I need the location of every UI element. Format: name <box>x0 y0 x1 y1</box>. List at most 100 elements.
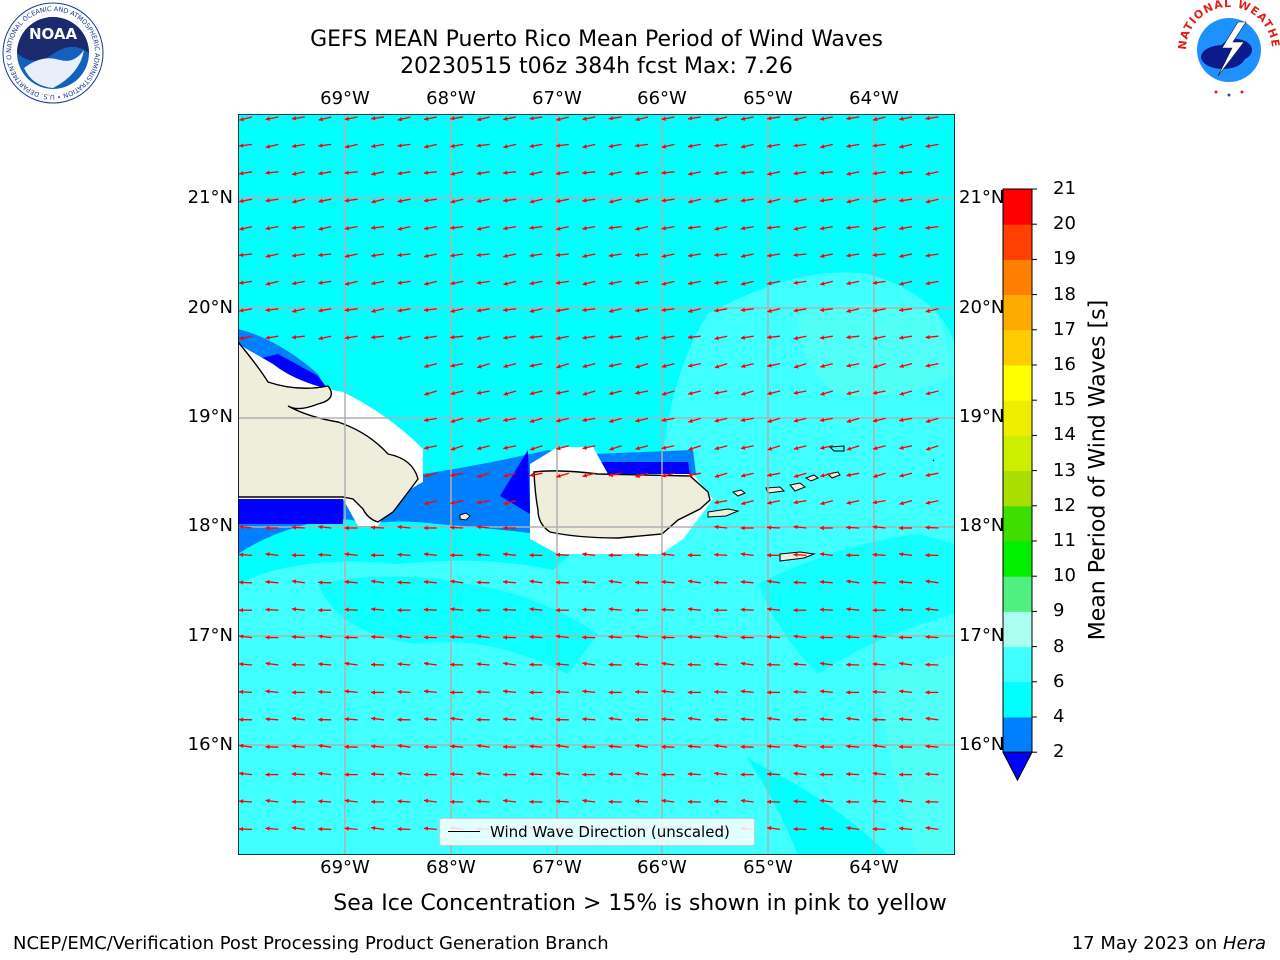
lon-label-65w-bottom: 65°W <box>743 857 793 878</box>
wave-direction-arrowhead <box>450 634 455 640</box>
wave-direction-arrowhead <box>371 579 376 584</box>
wave-direction-arrowhead <box>873 364 878 369</box>
wave-direction-arrowhead <box>423 661 429 666</box>
wave-direction-arrowhead <box>397 717 402 722</box>
wave-direction-arrowhead <box>608 280 614 286</box>
lat-label-19n-right: 19°N <box>959 406 1005 427</box>
wave-direction-arrowhead <box>872 308 878 313</box>
wave-direction-arrowhead <box>318 252 323 258</box>
wave-direction-arrowhead <box>872 198 878 204</box>
wave-direction-arrowhead <box>740 198 745 203</box>
wave-direction-arrowhead <box>872 799 877 804</box>
wave-direction-arrowhead <box>239 608 243 613</box>
wave-direction-arrowhead <box>503 473 508 478</box>
wave-direction-arrowhead <box>239 280 244 285</box>
wave-direction-arrowhead <box>608 771 613 777</box>
wave-direction-arrowhead <box>450 553 455 558</box>
wave-direction-arrowhead <box>239 252 244 258</box>
wave-direction-arrowhead <box>503 716 508 722</box>
wave-direction-arrowhead <box>820 253 825 259</box>
wave-direction-arrowhead <box>265 716 270 722</box>
wave-direction-arrowhead <box>529 553 534 558</box>
wave-direction-arrowhead <box>239 335 244 341</box>
wave-direction-arrowhead <box>582 607 587 612</box>
wave-direction-arrowhead <box>371 744 376 749</box>
wave-direction-arrowhead <box>476 580 481 585</box>
wave-direction-arrowhead <box>503 744 508 750</box>
wave-direction-arrowhead <box>318 580 323 585</box>
wave-direction-arrowhead <box>582 144 587 149</box>
wave-direction-arrowhead <box>819 552 825 557</box>
wave-direction-arrowhead <box>582 253 587 259</box>
wave-direction-arrowhead <box>687 662 692 667</box>
colorbar-tick-label: 14 <box>1053 424 1076 446</box>
wave-direction-arrowhead <box>397 335 403 341</box>
wave-direction-arrowhead <box>740 525 745 531</box>
wave-direction-arrowhead <box>793 717 798 722</box>
wave-direction-arrowhead <box>714 335 719 341</box>
wave-direction-arrowhead <box>925 171 931 176</box>
wave-direction-arrowhead <box>582 335 587 340</box>
wave-direction-arrowhead <box>450 690 455 695</box>
wave-direction-arrowhead <box>529 607 534 612</box>
wave-direction-arrowhead <box>555 799 560 804</box>
wave-direction-arrowhead <box>846 418 852 423</box>
wave-direction-arrowhead <box>740 579 745 585</box>
wave-direction-arrowhead <box>371 116 376 121</box>
wave-direction-arrowhead <box>503 417 508 423</box>
wave-direction-arrowhead <box>608 199 614 204</box>
wave-direction-arrowhead <box>740 552 745 557</box>
wave-direction-arrowhead <box>476 226 482 231</box>
wave-direction-arrowhead <box>608 143 614 149</box>
wave-direction-arrowhead <box>555 552 560 557</box>
wave-direction-arrowhead <box>291 825 297 831</box>
chart-subtitle: 20230515 t06z 384h fcst Max: 7.26 <box>400 54 793 79</box>
wave-direction-arrowhead <box>318 799 323 804</box>
wave-direction-arrowhead <box>846 280 851 286</box>
colorbar-segment <box>1003 400 1032 436</box>
colorbar-tick-label: 18 <box>1053 283 1076 305</box>
wave-direction-arrowhead <box>899 225 904 231</box>
wave-direction-arrowhead <box>582 116 587 121</box>
wave-direction-arrowhead <box>714 446 720 451</box>
wave-direction-arrowhead <box>635 743 640 749</box>
colorbar-segment <box>1003 681 1032 718</box>
wave-direction-arrowhead <box>423 744 428 750</box>
wave-direction-arrowhead <box>899 798 904 804</box>
wave-direction-arrowhead <box>265 335 270 340</box>
wave-direction-arrowhead <box>793 473 799 478</box>
wave-direction-arrowhead <box>371 690 375 695</box>
wave-direction-arrowhead <box>767 525 772 530</box>
wave-direction-arrowhead <box>292 280 297 286</box>
wave-direction-arrowhead <box>450 662 455 667</box>
wave-direction-arrowhead <box>899 500 904 506</box>
wave-direction-arrowhead <box>925 143 930 149</box>
wave-direction-arrowhead <box>740 716 745 722</box>
wave-direction-arrowhead <box>714 662 719 667</box>
wave-direction-arrowhead <box>819 417 825 423</box>
credit-right: 17 May 2023 on Hera <box>1072 933 1266 954</box>
wave-direction-arrowhead <box>503 552 508 557</box>
wave-direction-arrowhead <box>740 473 746 478</box>
lat-label-17n-left: 17°N <box>187 625 233 646</box>
wave-direction-arrowhead <box>688 171 693 176</box>
wave-direction-arrowhead <box>529 579 534 584</box>
wave-direction-arrowhead <box>846 662 851 667</box>
wave-direction-arrowhead <box>344 772 349 777</box>
wave-direction-arrowhead <box>899 335 904 340</box>
wave-direction-arrowhead <box>661 661 666 666</box>
wave-direction-arrowhead <box>793 308 798 313</box>
wave-direction-arrowhead <box>476 198 482 204</box>
wave-direction-arrowhead <box>661 635 666 640</box>
wave-direction-arrowhead <box>714 580 719 585</box>
wave-direction-arrowhead <box>344 552 349 557</box>
wave-direction-arrowhead <box>899 144 904 149</box>
wave-direction-arrowhead <box>476 689 481 695</box>
wave-direction-arrowhead <box>872 390 878 395</box>
wave-direction-arrowhead <box>661 144 667 149</box>
wave-direction-arrowhead <box>291 525 296 530</box>
wave-direction-arrowhead <box>635 580 640 585</box>
wave-direction-arrowhead <box>476 717 481 722</box>
wave-direction-arrowhead <box>239 524 244 530</box>
wave-direction-arrowhead <box>819 225 825 231</box>
